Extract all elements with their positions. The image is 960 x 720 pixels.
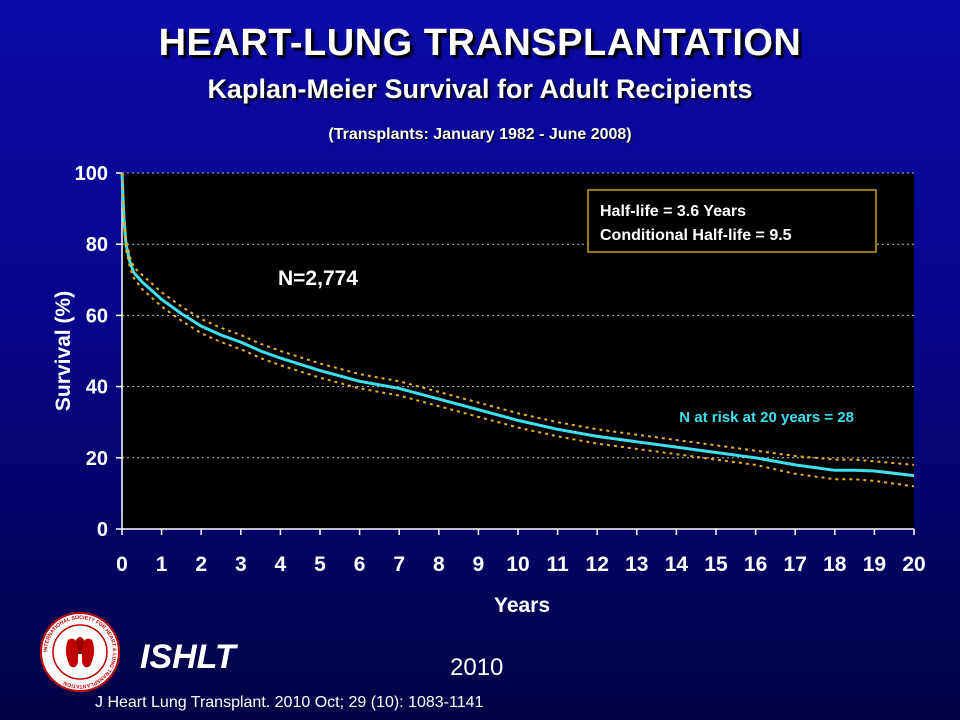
x-tick-label: 15 xyxy=(704,553,728,576)
x-tick-label: 13 xyxy=(625,553,648,576)
lower-confidence-line xyxy=(121,172,915,488)
x-tick-label: 18 xyxy=(823,553,847,576)
slide-title: HEART-LUNG TRANSPLANTATION xyxy=(158,22,802,64)
x-tick-label: 4 xyxy=(275,553,287,576)
x-tick-label: 3 xyxy=(235,553,247,576)
x-tick-label: 10 xyxy=(506,553,529,576)
x-tick-label: 12 xyxy=(586,553,609,576)
x-tick-label: 5 xyxy=(314,553,326,576)
half-life-label: Half-life = 3.6 Years xyxy=(600,203,746,220)
x-tick-label: 2 xyxy=(195,553,207,576)
y-tick-label: 100 xyxy=(75,163,108,185)
y-tick-label: 60 xyxy=(86,305,108,327)
y-tick-label: 80 xyxy=(86,234,108,256)
x-tick-label: 9 xyxy=(473,553,485,576)
x-tick-label: 7 xyxy=(393,553,405,576)
x-axis-label: Years xyxy=(494,594,550,617)
sample-size-label: N=2,774 xyxy=(278,267,358,290)
x-tick-label: 14 xyxy=(665,553,689,576)
y-axis-label: Survival (%) xyxy=(52,291,75,411)
y-tick-label: 0 xyxy=(97,519,108,541)
x-tick-label: 11 xyxy=(546,553,569,576)
y-tick-label: 20 xyxy=(86,448,108,470)
x-tick-label: 8 xyxy=(433,553,445,576)
survival-line xyxy=(120,172,915,478)
citation: J Heart Lung Transplant. 2010 Oct; 29 (1… xyxy=(95,694,484,711)
x-tick-label: 16 xyxy=(744,553,767,576)
report-year: 2010 xyxy=(450,654,504,681)
y-tick-label: 40 xyxy=(86,377,108,399)
transplant-period: (Transplants: January 1982 - June 2008) xyxy=(328,126,632,143)
half-life-box xyxy=(587,189,877,253)
x-tick-label: 1 xyxy=(156,553,168,576)
x-tick-label: 6 xyxy=(354,553,366,576)
x-tick-label: 20 xyxy=(902,553,925,576)
x-tick-label: 0 xyxy=(116,553,128,576)
x-tick-label: 17 xyxy=(784,553,807,576)
conditional-half-life-label: Conditional Half-life = 9.5 xyxy=(600,227,792,244)
slide-subtitle: Kaplan-Meier Survival for Adult Recipien… xyxy=(207,74,753,104)
at-risk-label: N at risk at 20 years = 28 xyxy=(679,409,854,426)
org-name: ISHLT xyxy=(140,638,236,676)
ishlt-logo-icon: INTERNATIONAL SOCIETY FOR HEART & LUNG T… xyxy=(40,612,120,692)
x-tick-label: 19 xyxy=(863,553,886,576)
